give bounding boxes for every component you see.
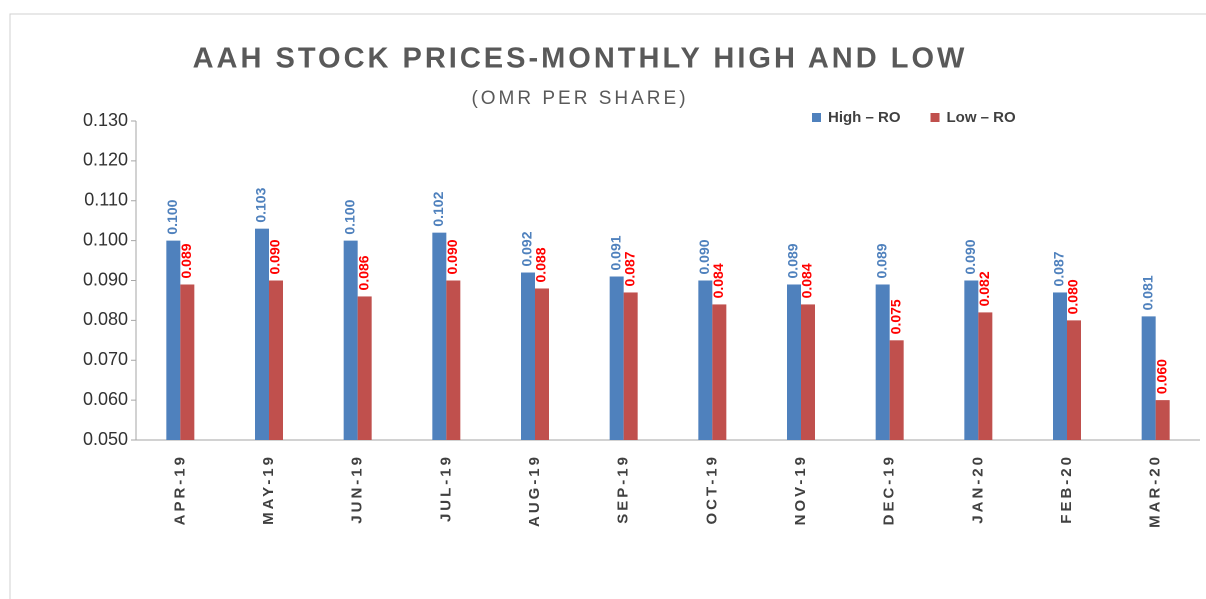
data-label: 0.084 bbox=[710, 263, 726, 298]
x-tick-label: MAY-19 bbox=[260, 454, 277, 525]
y-tick-label: 0.090 bbox=[83, 269, 128, 289]
bar bbox=[1053, 292, 1067, 440]
data-label: 0.060 bbox=[1153, 359, 1169, 394]
x-tick-label: JUL-19 bbox=[437, 454, 454, 522]
data-label: 0.102 bbox=[430, 191, 446, 226]
bar bbox=[623, 292, 638, 440]
bar bbox=[166, 240, 181, 440]
data-label: 0.091 bbox=[607, 235, 623, 270]
legend-label: High – RO bbox=[828, 109, 901, 126]
data-label: 0.084 bbox=[799, 263, 815, 298]
y-tick-label: 0.050 bbox=[83, 429, 128, 449]
y-tick-label: 0.070 bbox=[83, 349, 128, 369]
bar bbox=[1141, 316, 1156, 440]
y-tick-label: 0.080 bbox=[83, 309, 128, 329]
data-label: 0.089 bbox=[178, 243, 194, 278]
y-tick-label: 0.100 bbox=[83, 229, 128, 249]
chart-title: AAH STOCK PRICES-MONTHLY HIGH AND LOW bbox=[193, 43, 968, 75]
data-label: 0.090 bbox=[267, 239, 283, 274]
x-tick-label: DEC-19 bbox=[881, 454, 898, 525]
bar bbox=[343, 240, 358, 440]
data-label: 0.089 bbox=[785, 243, 801, 278]
bar bbox=[432, 232, 447, 440]
data-label: 0.090 bbox=[696, 239, 712, 274]
data-label: 0.087 bbox=[1051, 251, 1067, 286]
data-label: 0.100 bbox=[164, 199, 180, 234]
x-tick-label: JUN-19 bbox=[349, 454, 366, 524]
x-tick-label: APR-19 bbox=[171, 454, 188, 525]
x-tick-label: SEP-19 bbox=[615, 454, 632, 524]
data-label: 0.086 bbox=[355, 255, 371, 290]
data-label: 0.081 bbox=[1139, 275, 1155, 310]
data-label: 0.092 bbox=[519, 231, 535, 266]
bar bbox=[787, 284, 801, 440]
data-label: 0.080 bbox=[1065, 279, 1081, 314]
bar bbox=[521, 272, 535, 440]
bar bbox=[1067, 320, 1081, 440]
bar bbox=[978, 312, 993, 440]
chart-subtitle: (OMR PER SHARE) bbox=[471, 88, 688, 109]
x-tick-label: MAR-20 bbox=[1147, 454, 1164, 528]
legend-label: Low – RO bbox=[947, 109, 1017, 126]
x-tick-label: FEB-20 bbox=[1058, 454, 1075, 524]
x-tick-label: NOV-19 bbox=[792, 454, 809, 525]
data-label: 0.089 bbox=[873, 243, 889, 278]
bar bbox=[889, 340, 904, 440]
legend-swatch bbox=[930, 113, 940, 122]
bar bbox=[698, 280, 713, 440]
data-label: 0.090 bbox=[962, 239, 978, 274]
bar bbox=[964, 280, 979, 440]
bar bbox=[446, 280, 461, 440]
bar bbox=[255, 228, 269, 440]
legend-swatch bbox=[812, 113, 821, 122]
bar bbox=[269, 280, 283, 440]
bar bbox=[535, 288, 549, 440]
data-label: 0.100 bbox=[341, 199, 357, 234]
data-label: 0.103 bbox=[253, 187, 269, 222]
bar bbox=[180, 284, 195, 440]
y-tick-label: 0.120 bbox=[83, 150, 128, 170]
y-tick-label: 0.110 bbox=[84, 190, 128, 210]
y-tick-label: 0.130 bbox=[83, 110, 128, 130]
data-label: 0.075 bbox=[887, 299, 903, 334]
data-label: 0.087 bbox=[621, 251, 637, 286]
data-label: 0.088 bbox=[533, 247, 549, 282]
frame bbox=[9, 13, 1206, 599]
bar bbox=[357, 296, 372, 440]
bar bbox=[875, 284, 890, 440]
bar bbox=[609, 276, 624, 440]
data-label: 0.082 bbox=[976, 271, 992, 306]
bar bbox=[712, 304, 727, 440]
data-label: 0.090 bbox=[444, 239, 460, 274]
x-tick-label: OCT-19 bbox=[703, 454, 720, 525]
bar bbox=[801, 304, 815, 440]
y-tick-label: 0.060 bbox=[83, 389, 128, 409]
bar bbox=[1155, 400, 1170, 440]
x-tick-label: AUG-19 bbox=[526, 454, 543, 527]
x-tick-label: JAN-20 bbox=[969, 454, 986, 524]
